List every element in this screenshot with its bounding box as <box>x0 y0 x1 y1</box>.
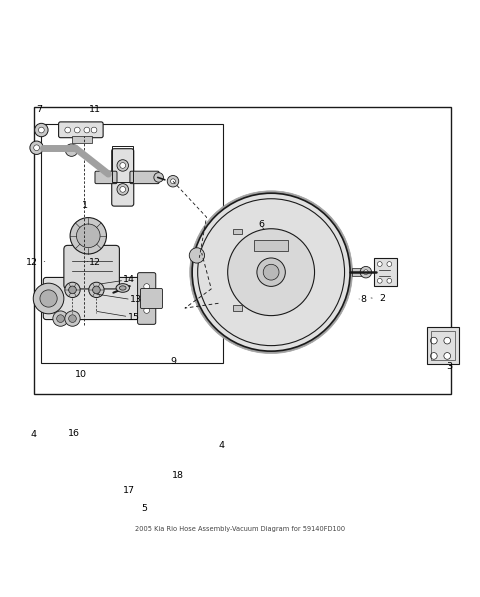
Circle shape <box>377 278 382 283</box>
Circle shape <box>444 353 451 359</box>
Text: 2: 2 <box>379 294 385 303</box>
Circle shape <box>154 173 163 182</box>
Circle shape <box>35 124 48 137</box>
Circle shape <box>76 224 100 248</box>
Circle shape <box>30 141 43 155</box>
FancyBboxPatch shape <box>374 259 396 286</box>
Circle shape <box>65 144 78 156</box>
Circle shape <box>192 193 350 351</box>
FancyArrowPatch shape <box>113 286 130 293</box>
Circle shape <box>65 127 71 133</box>
Circle shape <box>33 283 64 314</box>
Ellipse shape <box>120 286 126 290</box>
FancyBboxPatch shape <box>95 171 117 184</box>
Circle shape <box>70 218 107 254</box>
Circle shape <box>89 282 104 297</box>
Circle shape <box>69 315 76 322</box>
FancyBboxPatch shape <box>130 171 159 184</box>
FancyBboxPatch shape <box>427 327 459 364</box>
Text: 18: 18 <box>172 471 184 480</box>
Circle shape <box>387 261 392 266</box>
Text: 17: 17 <box>123 487 135 496</box>
Circle shape <box>431 353 437 359</box>
Text: 8: 8 <box>360 295 367 304</box>
Circle shape <box>65 282 80 297</box>
Text: 10: 10 <box>75 370 87 378</box>
Circle shape <box>387 278 392 283</box>
Circle shape <box>57 315 64 322</box>
Bar <box>34 107 451 394</box>
Text: 3: 3 <box>446 362 452 371</box>
Circle shape <box>444 337 451 344</box>
FancyBboxPatch shape <box>64 245 120 289</box>
Text: 12: 12 <box>89 258 101 267</box>
Text: 14: 14 <box>123 275 135 284</box>
Bar <box>352 268 364 276</box>
Circle shape <box>377 261 382 266</box>
Circle shape <box>34 145 39 150</box>
Circle shape <box>144 307 150 313</box>
Bar <box>41 124 223 363</box>
Circle shape <box>120 186 126 192</box>
Circle shape <box>53 311 68 326</box>
Text: 16: 16 <box>68 429 80 438</box>
Circle shape <box>144 284 150 290</box>
Circle shape <box>40 290 57 307</box>
Circle shape <box>189 248 204 263</box>
Circle shape <box>117 160 129 171</box>
Circle shape <box>65 311 80 326</box>
Circle shape <box>117 184 129 195</box>
Text: 2005 Kia Rio Hose Assembly-Vacuum Diagram for 59140FD100: 2005 Kia Rio Hose Assembly-Vacuum Diagra… <box>135 526 345 532</box>
Text: 4: 4 <box>30 430 36 439</box>
Circle shape <box>190 191 352 353</box>
Text: 15: 15 <box>128 313 140 322</box>
Text: 1: 1 <box>82 201 87 210</box>
Bar <box>233 305 242 311</box>
Text: 6: 6 <box>259 220 264 229</box>
Circle shape <box>74 127 80 133</box>
Circle shape <box>228 229 314 316</box>
Text: 11: 11 <box>89 105 101 114</box>
Bar <box>112 146 133 182</box>
Text: 4: 4 <box>218 441 225 450</box>
Circle shape <box>257 258 285 287</box>
Circle shape <box>93 286 100 294</box>
Circle shape <box>263 264 279 280</box>
Text: 9: 9 <box>170 357 176 366</box>
Bar <box>72 136 92 143</box>
Ellipse shape <box>116 284 130 293</box>
FancyBboxPatch shape <box>138 273 156 324</box>
FancyBboxPatch shape <box>59 122 103 138</box>
FancyBboxPatch shape <box>141 288 162 309</box>
Text: 12: 12 <box>26 258 38 267</box>
Circle shape <box>170 179 175 184</box>
Text: 5: 5 <box>141 504 147 513</box>
Text: 13: 13 <box>130 295 142 304</box>
Text: 7: 7 <box>36 105 43 114</box>
Circle shape <box>167 176 179 187</box>
Circle shape <box>363 270 368 275</box>
Circle shape <box>120 162 126 168</box>
Circle shape <box>91 127 97 133</box>
Circle shape <box>38 127 44 133</box>
Circle shape <box>69 286 76 294</box>
FancyBboxPatch shape <box>112 149 134 206</box>
Circle shape <box>360 266 372 278</box>
Bar <box>254 240 288 251</box>
Bar <box>233 229 242 235</box>
Circle shape <box>84 127 90 133</box>
Circle shape <box>431 337 437 344</box>
FancyBboxPatch shape <box>43 278 155 319</box>
